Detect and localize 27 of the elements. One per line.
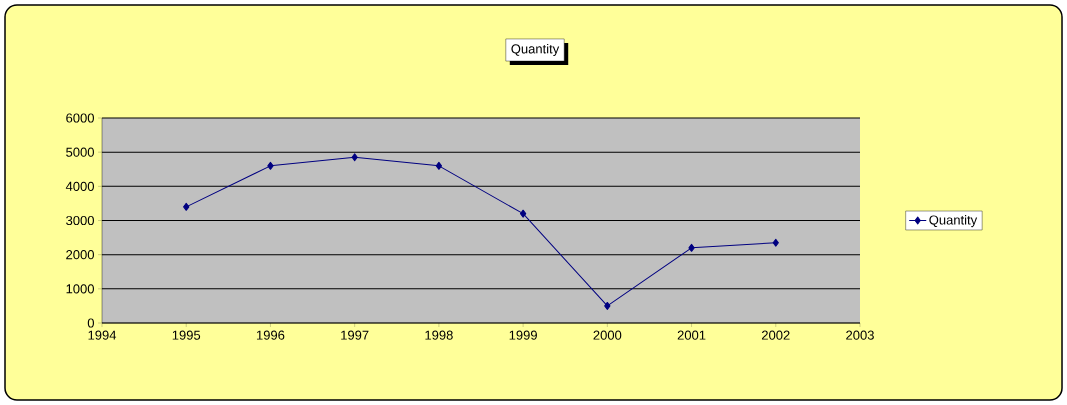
y-tick-label: 1000 (66, 284, 94, 294)
x-tick-label: 2003 (846, 330, 874, 340)
point (435, 161, 443, 170)
y-tick-label: 0 (87, 318, 94, 328)
point (772, 238, 779, 247)
point (351, 153, 358, 162)
x-tick-label: 2001 (677, 330, 706, 340)
legend-label: Quantity (929, 215, 978, 228)
point (267, 161, 274, 170)
point (688, 243, 695, 252)
y-tick-label: 5000 (66, 147, 94, 157)
chart-title: Quantity (511, 43, 560, 57)
point (519, 209, 527, 218)
y-tick-label: 2000 (66, 250, 94, 260)
x-tick-label: 1998 (425, 330, 453, 340)
point (604, 301, 611, 310)
x-tick-label: 1997 (341, 330, 369, 340)
y-tick-label: 4000 (65, 181, 94, 191)
x-tick-label: 1995 (172, 330, 201, 340)
y-tick-label: 6000 (66, 113, 94, 123)
x-tick-label: 1994 (88, 330, 117, 340)
y-tick-label: 3000 (66, 215, 94, 226)
x-tick-label: 2000 (593, 330, 622, 340)
point (183, 202, 190, 211)
x-tick-label: 2002 (761, 330, 790, 340)
x-tick-label: 1996 (256, 330, 285, 340)
x-tick-label: 1999 (509, 330, 537, 340)
